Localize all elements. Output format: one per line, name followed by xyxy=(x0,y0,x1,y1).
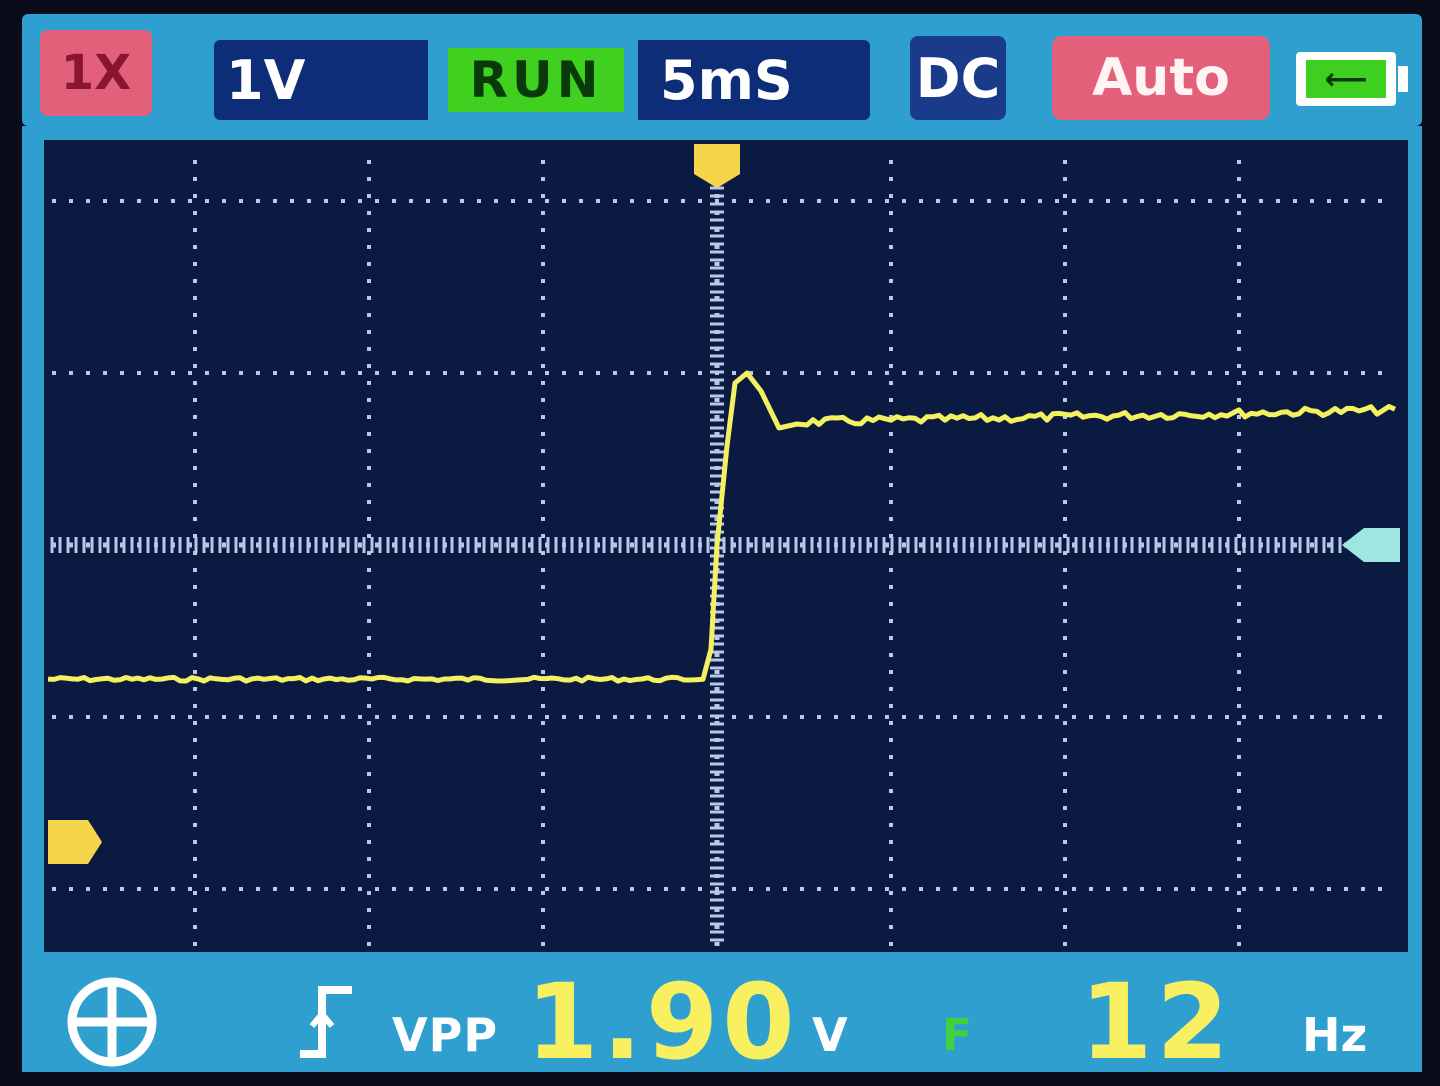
battery-level: ⟵ xyxy=(1306,60,1386,98)
rising-edge-icon[interactable] xyxy=(296,982,356,1062)
channel-1-trace xyxy=(47,370,1397,684)
volts-per-div-button[interactable]: 1V xyxy=(226,48,306,112)
coupling-button[interactable]: DC xyxy=(910,36,1006,120)
frequency-unit: Hz xyxy=(1302,1008,1368,1062)
run-stop-button[interactable]: RUN xyxy=(448,48,624,112)
frequency-label: F xyxy=(942,1010,973,1061)
trigger-position-marker[interactable] xyxy=(694,144,740,188)
trigger-mode-button[interactable]: Auto xyxy=(1052,36,1270,120)
vpp-value: 1.90 xyxy=(526,961,799,1083)
crosshair-circle-icon[interactable] xyxy=(64,974,160,1070)
probe-attenuation-button[interactable]: 1X xyxy=(40,30,152,116)
measurement-bar xyxy=(22,960,1422,1072)
graticule xyxy=(50,160,1388,948)
vpp-unit: V xyxy=(812,1008,848,1062)
scope-canvas xyxy=(47,144,1400,948)
battery-tip xyxy=(1398,66,1408,92)
waveform-display[interactable] xyxy=(44,140,1408,952)
frequency-value: 12 xyxy=(1080,961,1233,1083)
time-per-div-button[interactable]: 5mS xyxy=(660,48,793,112)
vpp-label: VPP xyxy=(392,1008,499,1062)
trigger-level-marker[interactable] xyxy=(1342,528,1400,562)
channel-offset-marker[interactable] xyxy=(48,820,102,864)
